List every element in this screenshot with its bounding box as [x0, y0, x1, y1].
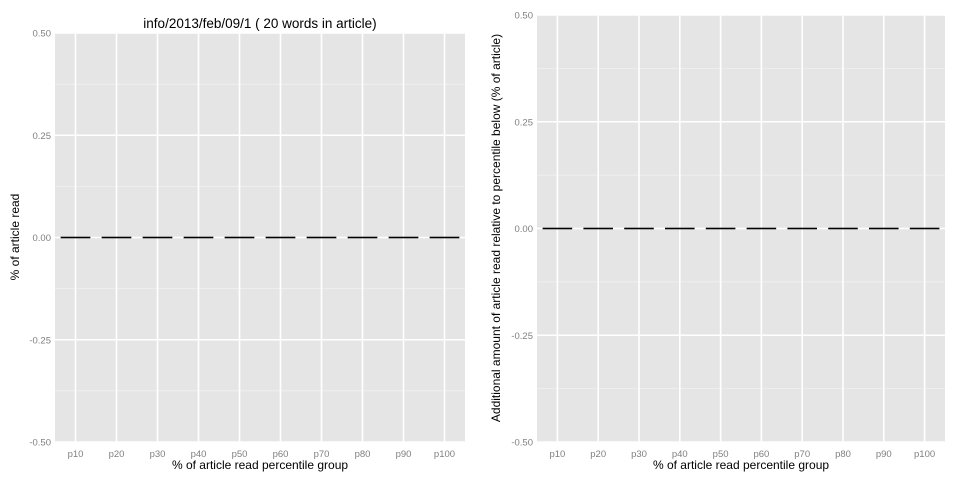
bars [60, 236, 460, 239]
y-tick-label: -0.25 [29, 335, 51, 346]
bar [429, 236, 460, 239]
y-tick-label: 0.50 [515, 11, 534, 22]
x-tick-label: p90 [396, 449, 412, 460]
x-tick-label: p70 [314, 449, 330, 460]
y-tick-labels: -0.50 -0.25 0.00 0.25 0.50 [29, 29, 51, 449]
y-tick-label: 0.25 [515, 117, 534, 128]
y-tick-labels: -0.50 -0.25 0.00 0.25 0.50 [511, 11, 533, 449]
x-tick-label: p80 [835, 449, 851, 460]
x-tick-label: p40 [191, 449, 207, 460]
bar [542, 227, 573, 230]
bar [909, 227, 940, 230]
x-tick-label: p20 [590, 449, 606, 460]
y-axis-title: Additional amount of article read relati… [489, 34, 503, 422]
bar [224, 236, 255, 239]
x-tick-label: p70 [794, 449, 810, 460]
y-tick-label: 0.00 [515, 224, 534, 235]
bar [624, 227, 654, 230]
chart-title: info/2013/feb/09/1 ( 20 words in article… [143, 16, 376, 31]
bar [306, 236, 337, 239]
x-tick-label: p50 [713, 449, 729, 460]
x-tick-label: p30 [631, 449, 647, 460]
x-tick-label: p100 [434, 449, 455, 460]
chart-left: -0.50 -0.25 0.00 0.25 0.50 p10 p20 p30 p40 p50 p6… [8, 16, 465, 472]
bar [183, 236, 214, 239]
x-tick-label: p100 [914, 449, 935, 460]
y-tick-label: 0.50 [33, 29, 52, 40]
x-tick-label: p20 [109, 449, 125, 460]
y-tick-label: -0.50 [511, 438, 533, 449]
y-axis-title: % of article read [8, 194, 22, 281]
bar [388, 236, 419, 239]
chart-right: -0.50 -0.25 0.00 0.25 0.50 p10 p20 p30 p40 p50 p6… [489, 11, 945, 472]
x-tick-label: p10 [68, 449, 84, 460]
y-tick-label: -0.25 [511, 331, 533, 342]
y-tick-label: 0.25 [33, 131, 52, 142]
x-axis-title: % of article read percentile group [172, 458, 348, 472]
y-tick-label: -0.50 [29, 438, 51, 449]
x-tick-label: p80 [355, 449, 371, 460]
bar [60, 236, 91, 239]
x-axis-title: % of article read percentile group [653, 458, 829, 472]
x-tick-label: p30 [150, 449, 166, 460]
x-tick-labels: p10 p20 p30 p40 p50 p60 p70 p80 p90 p100 [68, 449, 456, 460]
bar [142, 236, 173, 239]
x-tick-labels: p10 p20 p30 p40 p50 p60 p70 p80 p90 p100 [549, 449, 935, 460]
bar [746, 227, 777, 230]
bar [869, 227, 899, 230]
x-tick-label: p50 [232, 449, 248, 460]
bars [542, 227, 940, 230]
x-tick-label: p90 [876, 449, 892, 460]
bar [787, 227, 817, 230]
bar [347, 236, 378, 239]
x-tick-label: p60 [753, 449, 769, 460]
x-tick-label: p40 [672, 449, 688, 460]
x-tick-label: p10 [549, 449, 565, 460]
bar [705, 227, 736, 230]
bar [583, 227, 613, 230]
bar [828, 227, 858, 230]
bar [101, 236, 132, 239]
bar [265, 236, 296, 239]
y-tick-label: 0.00 [33, 233, 52, 244]
bar [665, 227, 695, 230]
x-tick-label: p60 [273, 449, 289, 460]
